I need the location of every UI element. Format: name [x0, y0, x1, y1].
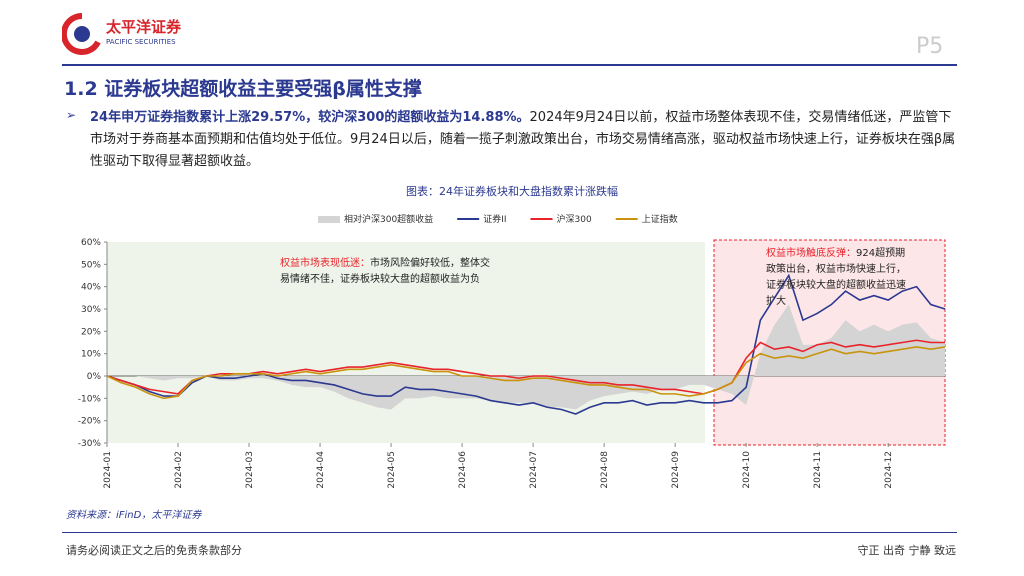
legend-label: 相对沪深300超额收益	[344, 213, 433, 225]
annotation-body: 924超预期政策出台，权益市场快速上行，证券板块较大盘的超额收益迅速扩大	[766, 248, 906, 307]
legend-label: 沪深300	[557, 213, 592, 225]
y-tick-label: 20%	[81, 327, 101, 337]
excess-area	[107, 304, 945, 410]
series-line	[106, 346, 946, 400]
annotation-head: 权益市场触底反弹：	[766, 248, 856, 259]
annotation-rebound: 权益市场触底反弹：924超预期政策出台，权益市场快速上行，证券板块较大盘的超额收…	[766, 246, 911, 310]
x-tick-label: 2024-07	[529, 451, 539, 489]
x-tick-label: 2024-06	[458, 451, 468, 489]
period-shade-low	[107, 242, 705, 443]
x-tick-label: 2024-05	[387, 451, 397, 489]
y-tick-label: 30%	[81, 305, 101, 315]
y-tick-label: 0%	[87, 372, 102, 382]
y-tick-label: -30%	[78, 439, 102, 449]
footer-left: 请务必阅读正文之后的免责条款部分	[66, 544, 242, 557]
y-tick-label: 50%	[81, 260, 101, 270]
y-tick-label: 40%	[81, 283, 101, 293]
annotation-body: 市场风险偏好较低，整体交易情绪不佳，证券板块较大盘的超额收益为负	[280, 258, 490, 285]
x-tick-label: 2024-11	[813, 451, 823, 489]
y-tick-label: -20%	[78, 417, 102, 427]
logo-cn: 太平洋证券	[106, 18, 182, 36]
x-tick-label: 2024-09	[671, 451, 681, 489]
bullet-body: 2024年9月24日以前，权益市场整体表现不佳，交易情绪低迷，严监管下市场对于券…	[90, 110, 956, 169]
x-tick-label: 2024-04	[316, 451, 326, 489]
footer-divider	[62, 532, 957, 533]
x-tick-label: 2024-01	[103, 451, 113, 489]
y-tick-label: 60%	[81, 238, 101, 248]
legend-swatch	[318, 216, 340, 223]
bullet-text: 24年申万证券指数累计上涨29.57%，较沪深300的超额收益为14.88%。2…	[90, 107, 956, 173]
x-tick-label: 2024-10	[742, 451, 752, 489]
series-line	[106, 273, 946, 415]
logo-icon	[62, 12, 101, 55]
annotation-head: 权益市场表现低迷：	[280, 258, 370, 269]
slide-title: 1.2 证券板块超额收益主要受强β属性支撑	[64, 78, 422, 100]
legend-label: 上证指数	[642, 213, 678, 225]
footer-right: 守正 出奇 宁静 致远	[857, 544, 957, 557]
source: 资料来源：iFinD，太平洋证券	[66, 510, 202, 521]
x-tick-label: 2024-08	[600, 451, 610, 489]
x-tick-label: 2024-02	[174, 451, 184, 489]
bullet-icon: ➢	[66, 108, 77, 122]
x-tick-label: 2024-12	[884, 451, 894, 489]
legend-label: 证券II	[483, 213, 506, 225]
chart: -30% -20% -10% 0% 10% 20% 30% 40% 50% 60% 2024-01 2…	[78, 213, 946, 489]
y-tick-label: 10%	[81, 350, 101, 360]
logo-en: PACIFIC SECURITIES	[106, 38, 176, 46]
chart-title: 图表：24年证券板块和大盘指数累计涨跌幅	[406, 185, 618, 198]
page-number: P5	[916, 34, 944, 59]
divider	[62, 64, 957, 66]
annotation-low: 权益市场表现低迷：市场风险偏好较低，整体交易情绪不佳，证券板块较大盘的超额收益为…	[280, 256, 495, 288]
bullet-bold: 24年申万证券指数累计上涨29.57%，较沪深300的超额收益为14.88%。	[90, 110, 530, 125]
y-tick-label: -10%	[78, 394, 102, 404]
x-tick-label: 2024-03	[245, 451, 255, 489]
